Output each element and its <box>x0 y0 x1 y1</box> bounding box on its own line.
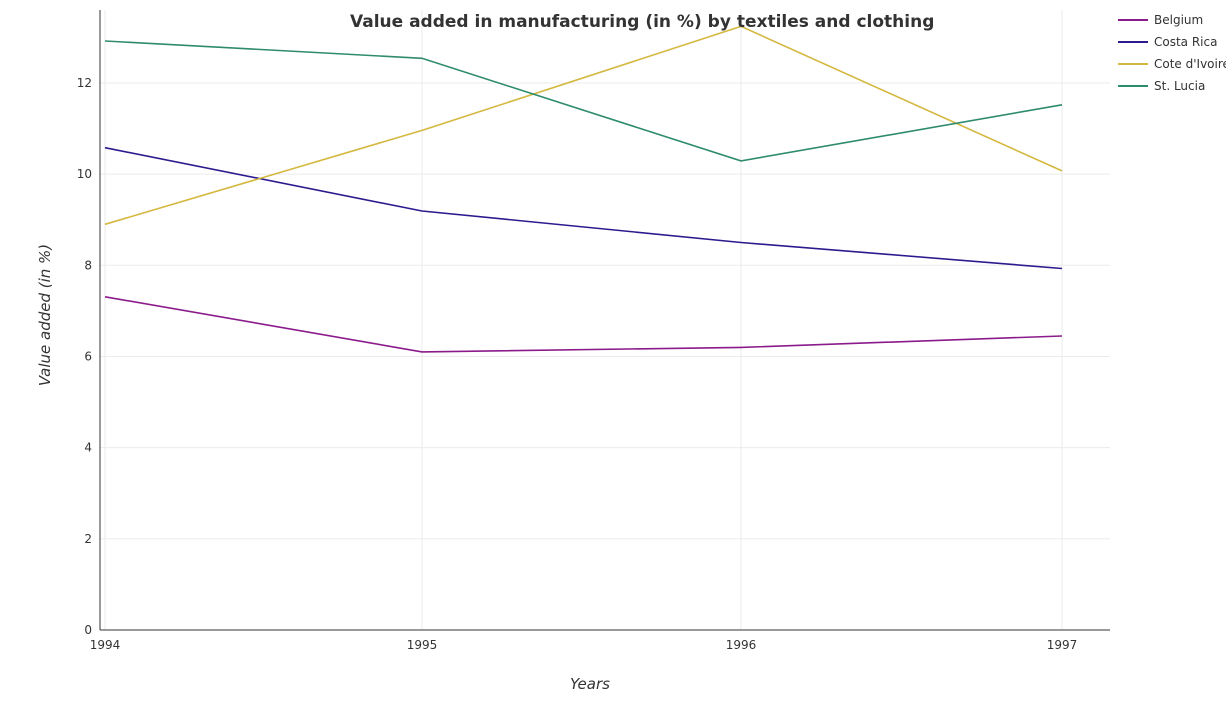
y-tick-label: 2 <box>84 532 92 546</box>
y-axis-title: Value added (in %) <box>36 244 54 386</box>
series-line-st-lucia <box>104 40 1063 162</box>
y-tick-label: 6 <box>84 349 92 363</box>
series-lines <box>104 25 1063 353</box>
gridlines <box>100 10 1110 631</box>
legend-label: Cote d'Ivoire <box>1154 57 1226 71</box>
series-line-belgium <box>104 296 1063 353</box>
series-line-costa-rica <box>104 146 1063 270</box>
y-tick-label: 0 <box>84 623 92 637</box>
x-axis-title: Years <box>570 675 610 693</box>
legend-label: Belgium <box>1154 13 1203 27</box>
y-tick-label: 8 <box>84 258 92 272</box>
x-tick-label: 1996 <box>726 638 757 652</box>
legend-label: Costa Rica <box>1154 35 1217 49</box>
series-line-cote-d-ivoire <box>104 25 1063 226</box>
axes: 0 2 4 6 8 10 12 1994 1995 1996 1997 <box>77 10 1110 652</box>
x-tick-label: 1994 <box>90 638 121 652</box>
chart-title: Value added in manufacturing (in %) by t… <box>350 12 934 32</box>
x-tick-label: 1995 <box>407 638 438 652</box>
legend: Belgium Costa Rica Cote d'Ivoire St. Lucia <box>1118 13 1226 93</box>
legend-label: St. Lucia <box>1154 79 1205 93</box>
x-tick-label: 1997 <box>1047 638 1078 652</box>
y-tick-label: 10 <box>77 167 92 181</box>
y-tick-label: 4 <box>84 441 92 455</box>
y-tick-label: 12 <box>77 76 92 90</box>
